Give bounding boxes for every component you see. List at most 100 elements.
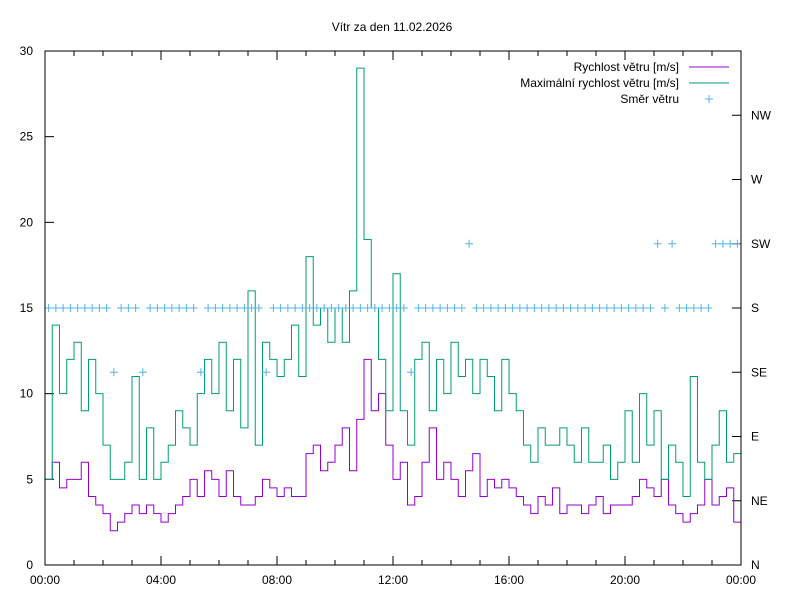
x-tick-label: 00:00 (726, 573, 756, 587)
direction-point (363, 304, 372, 312)
direction-point (407, 368, 416, 377)
direction-point (334, 304, 343, 312)
direction-point (370, 304, 379, 312)
direction-point (124, 304, 133, 312)
direction-point (189, 304, 198, 312)
direction-point (269, 304, 278, 312)
direction-point (218, 304, 227, 312)
direction-point (182, 304, 191, 312)
direction-point (704, 304, 713, 312)
direction-point (117, 304, 126, 312)
direction-point (501, 304, 510, 312)
y2-tick-label: E (751, 430, 759, 444)
direction-point (59, 304, 68, 312)
y2-tick-label: SE (751, 365, 767, 379)
direction-point (298, 304, 307, 312)
direction-point (726, 239, 735, 248)
direction-point (573, 304, 582, 312)
y-tick-label: 30 (20, 44, 34, 58)
direction-point (153, 304, 162, 312)
y2-tick-label: NW (751, 108, 772, 122)
direction-point (196, 368, 205, 377)
y-tick-label: 0 (26, 558, 33, 572)
direction-point (341, 304, 350, 312)
legend: Rychlost větru [m/s] Maximální rychlost … (520, 60, 729, 106)
direction-point (225, 304, 234, 312)
direction-point (283, 304, 292, 312)
direction-point (262, 368, 271, 377)
direction-point (631, 304, 640, 312)
x-tick-label: 12:00 (378, 573, 408, 587)
series-line-0 (45, 358, 741, 532)
direction-point (95, 304, 104, 312)
direction-point (668, 239, 677, 248)
direction-point (486, 304, 495, 312)
y-tick-label: 10 (20, 387, 34, 401)
direction-point (457, 304, 466, 312)
direction-point (327, 304, 336, 312)
direction-point (378, 304, 387, 312)
direction-point (697, 304, 706, 312)
direction-point (472, 304, 481, 312)
direction-point (428, 304, 437, 312)
direction-point (88, 304, 97, 312)
direction-point (559, 304, 568, 312)
direction-point (109, 368, 118, 377)
direction-point (675, 304, 684, 312)
y-tick-label: 5 (26, 472, 33, 486)
direction-point (711, 239, 720, 248)
direction-point (450, 304, 459, 312)
direction-point (349, 304, 358, 312)
series-line-1 (45, 67, 741, 497)
direction-point (320, 304, 329, 312)
direction-point (204, 304, 213, 312)
y2-tick-label: SW (751, 237, 771, 251)
legend-marker-direction (705, 95, 713, 103)
direction-point (233, 304, 242, 312)
direction-point (102, 304, 111, 312)
direction-point (508, 304, 517, 312)
direction-point (356, 304, 365, 312)
direction-point (733, 239, 742, 248)
direction-point (392, 304, 401, 312)
direction-point (523, 304, 532, 312)
direction-point (617, 304, 626, 312)
x-tick-label: 00:00 (30, 573, 60, 587)
y2-tick-label: N (751, 558, 760, 572)
legend-label-direction: Směr větru (620, 92, 679, 106)
legend-label-speed: Rychlost větru [m/s] (574, 60, 679, 74)
direction-point (639, 304, 648, 312)
direction-point (73, 304, 82, 312)
direction-point (399, 304, 408, 312)
direction-point (240, 304, 249, 312)
direction-point (515, 304, 524, 312)
direction-point (312, 304, 321, 312)
direction-point (436, 304, 445, 312)
y2-tick-label: W (751, 173, 763, 187)
direction-point (566, 304, 575, 312)
direction-point (595, 304, 604, 312)
direction-point (602, 304, 611, 312)
direction-point (537, 304, 546, 312)
direction-point (544, 304, 553, 312)
y-tick-label: 20 (20, 215, 34, 229)
direction-point (718, 239, 727, 248)
y2-tick-label: NE (751, 494, 768, 508)
direction-point (689, 304, 698, 312)
direction-point (146, 304, 155, 312)
legend-label-max: Maximální rychlost větru [m/s] (520, 76, 679, 90)
direction-point (443, 304, 452, 312)
direction-point (51, 304, 60, 312)
direction-point (254, 304, 263, 312)
y-tick-label: 15 (20, 301, 34, 315)
x-tick-label: 04:00 (146, 573, 176, 587)
direction-point (421, 304, 430, 312)
x-tick-label: 16:00 (494, 573, 524, 587)
direction-point (494, 304, 503, 312)
direction-point (247, 304, 256, 312)
direction-point (588, 304, 597, 312)
direction-point (305, 304, 314, 312)
direction-point (660, 304, 669, 312)
y-tick-label: 25 (20, 130, 34, 144)
